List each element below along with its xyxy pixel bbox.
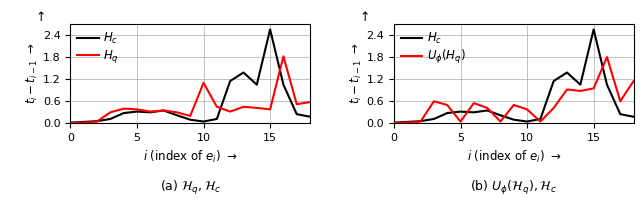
- $H_c$: [147, 111, 154, 113]
- $H_c$: [563, 71, 571, 74]
- X-axis label: $i$ (index of $e_i$) $\rightarrow$: $i$ (index of $e_i$) $\rightarrow$: [143, 149, 237, 165]
- $U_\phi(H_q)$: [483, 107, 491, 109]
- $H_c$: [590, 28, 598, 31]
- $H_c$: [630, 116, 637, 118]
- $H_c$: [120, 112, 127, 114]
- $H_q$: [280, 55, 287, 58]
- $H_q$: [227, 110, 234, 113]
- $H_q$: [293, 103, 301, 105]
- Line: $H_c$: $H_c$: [394, 29, 634, 123]
- $H_c$: [403, 121, 411, 123]
- $H_q$: [186, 115, 194, 117]
- $H_c$: [80, 121, 88, 123]
- $H_c$: [293, 113, 301, 115]
- $U_\phi(H_q)$: [577, 90, 584, 92]
- $U_\phi(H_q)$: [417, 120, 424, 123]
- $U_\phi(H_q)$: [590, 87, 598, 90]
- $H_c$: [524, 120, 531, 123]
- $H_c$: [306, 116, 314, 118]
- $H_c$: [444, 112, 451, 114]
- Y-axis label: $t_i - t_{i-1}$ $\rightarrow$: $t_i - t_{i-1}$ $\rightarrow$: [25, 43, 40, 104]
- Legend: $H_c$, $H_q$: $H_c$, $H_q$: [73, 26, 124, 70]
- $U_\phi(H_q)$: [630, 80, 637, 82]
- $H_q$: [266, 108, 274, 111]
- Legend: $H_c$, $U_\phi(H_q)$: $H_c$, $U_\phi(H_q)$: [396, 26, 470, 71]
- $H_c$: [470, 111, 477, 113]
- $H_c$: [457, 110, 465, 113]
- $U_\phi(H_q)$: [470, 102, 477, 104]
- $H_q$: [147, 110, 154, 113]
- X-axis label: $i$ (index of $e_i$) $\rightarrow$: $i$ (index of $e_i$) $\rightarrow$: [467, 149, 561, 165]
- $U_\phi(H_q)$: [497, 120, 504, 123]
- $U_\phi(H_q)$: [524, 108, 531, 111]
- $H_c$: [417, 120, 424, 122]
- $H_c$: [67, 121, 74, 124]
- $H_c$: [186, 118, 194, 121]
- $H_q$: [213, 106, 221, 108]
- $H_q$: [106, 111, 114, 113]
- $H_c$: [253, 84, 260, 86]
- $U_\phi(H_q)$: [616, 100, 624, 102]
- $H_q$: [93, 120, 101, 123]
- $H_c$: [133, 110, 141, 113]
- Text: $\uparrow$: $\uparrow$: [356, 10, 369, 24]
- $H_q$: [80, 121, 88, 124]
- Text: (a) $\mathcal{H}_q, \mathcal{H}_c$: (a) $\mathcal{H}_q, \mathcal{H}_c$: [159, 179, 221, 197]
- $H_c$: [280, 84, 287, 86]
- $H_c$: [430, 118, 438, 120]
- $U_\phi(H_q)$: [390, 122, 398, 124]
- $U_\phi(H_q)$: [550, 107, 557, 109]
- $H_c$: [106, 118, 114, 120]
- $U_\phi(H_q)$: [603, 56, 611, 58]
- $H_q$: [160, 109, 168, 112]
- $H_c$: [550, 80, 557, 82]
- $U_\phi(H_q)$: [430, 100, 438, 102]
- $H_q$: [67, 122, 74, 124]
- $H_c$: [200, 120, 207, 123]
- Y-axis label: $t_i - t_{i-1}$ $\rightarrow$: $t_i - t_{i-1}$ $\rightarrow$: [348, 43, 364, 104]
- $H_c$: [603, 84, 611, 86]
- $U_\phi(H_q)$: [536, 120, 544, 123]
- $H_c$: [213, 118, 221, 120]
- $H_c$: [227, 80, 234, 82]
- Text: (b) $U_\phi(\mathcal{H}_q), \mathcal{H}_c$: (b) $U_\phi(\mathcal{H}_q), \mathcal{H}_…: [470, 179, 557, 197]
- $H_c$: [390, 121, 398, 124]
- $U_\phi(H_q)$: [403, 121, 411, 124]
- $H_c$: [160, 109, 168, 112]
- Line: $H_c$: $H_c$: [70, 29, 310, 123]
- $U_\phi(H_q)$: [457, 120, 465, 123]
- $H_q$: [306, 101, 314, 103]
- $H_q$: [200, 82, 207, 84]
- $H_c$: [93, 120, 101, 122]
- $H_c$: [239, 71, 247, 74]
- $H_q$: [253, 107, 260, 109]
- $H_c$: [510, 118, 518, 121]
- $U_\phi(H_q)$: [510, 104, 518, 106]
- $U_\phi(H_q)$: [563, 88, 571, 91]
- $H_q$: [133, 108, 141, 111]
- $H_c$: [173, 114, 180, 116]
- $H_q$: [239, 106, 247, 108]
- $H_q$: [173, 111, 180, 113]
- $U_\phi(H_q)$: [444, 104, 451, 106]
- $H_c$: [266, 28, 274, 31]
- $H_c$: [536, 118, 544, 120]
- Line: $H_q$: $H_q$: [70, 56, 310, 123]
- $H_c$: [483, 109, 491, 112]
- $H_c$: [577, 84, 584, 86]
- $H_c$: [497, 114, 504, 116]
- Text: $\uparrow$: $\uparrow$: [33, 10, 45, 24]
- $H_c$: [616, 113, 624, 115]
- Line: $U_\phi(H_q)$: $U_\phi(H_q)$: [394, 57, 634, 123]
- $H_q$: [120, 107, 127, 110]
